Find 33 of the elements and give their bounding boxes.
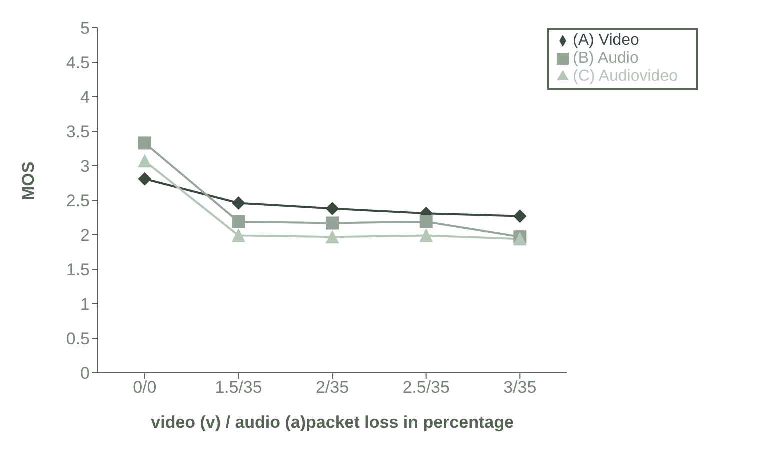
y-axis-title: MOS	[19, 162, 38, 200]
point	[326, 216, 340, 230]
x-tick-label: 2.5/35	[402, 378, 450, 398]
point	[138, 154, 152, 168]
x-tick-label: 1.5/35	[215, 378, 262, 398]
point	[232, 215, 246, 228]
y-tick-label: 3	[80, 157, 90, 176]
y-tick-label: 0.5	[66, 330, 90, 349]
point	[420, 229, 433, 242]
y-tick-label: 1.5	[66, 260, 90, 280]
x-tick-label: 3/35	[504, 378, 537, 398]
point	[232, 196, 246, 210]
x-tick-label: 2/35	[316, 378, 350, 398]
point	[326, 202, 340, 216]
point	[514, 210, 527, 223]
point	[420, 215, 433, 228]
point	[138, 172, 152, 186]
y-tick-label: 4.5	[66, 54, 90, 73]
y-tick-label: 5	[80, 19, 90, 38]
x-axis-title: video (v) / audio (a)packet loss in percentage	[151, 413, 514, 432]
y-tick-label: 1	[80, 295, 90, 314]
point	[326, 230, 340, 244]
point	[138, 136, 152, 150]
x-tick-label: 0/0	[133, 378, 157, 398]
legend-label: (B) Audio	[573, 50, 639, 67]
y-tick-label: 2	[80, 226, 90, 246]
y-tick-label: 2.5	[66, 192, 90, 211]
legend-label: (C) Audiovideo	[573, 68, 678, 85]
y-tick-label: 0	[80, 364, 90, 384]
y-tick-label: 4	[80, 88, 90, 108]
point	[232, 229, 246, 242]
legend-label: (A) Video	[573, 32, 640, 49]
y-tick-label: 3.5	[66, 122, 90, 142]
